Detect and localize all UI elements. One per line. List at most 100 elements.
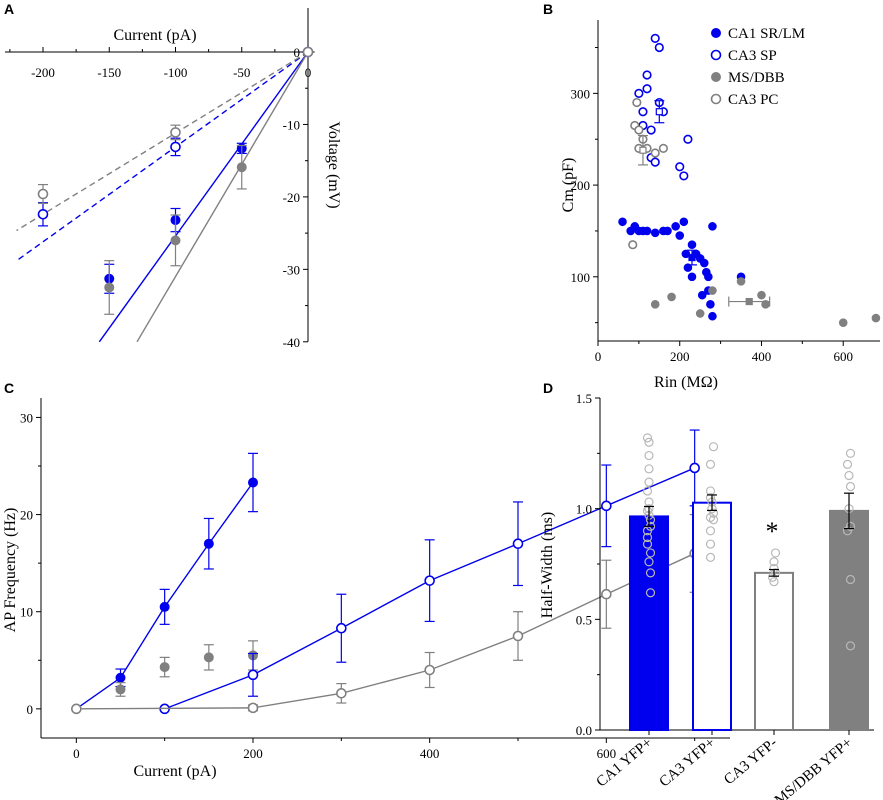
bar-point-ca1-yfp- — [644, 557, 654, 567]
panel-c-xtick-label: 0 — [73, 746, 80, 761]
panel-label-b: B — [543, 1, 553, 17]
panel-b-point-ca3-sp — [638, 107, 648, 117]
panel-b-point-ms-dbb — [650, 300, 660, 309]
panel-b-ytick-label: 200 — [571, 178, 591, 193]
panel-a-ytick-label: -20 — [283, 190, 300, 205]
panel-b-point-ca1-sr-lm — [681, 249, 691, 259]
legend-label-ca3-pc: CA3 PC — [728, 92, 778, 108]
panel-a-point-open-gray — [302, 46, 314, 58]
bar-ca3-yfp- — [692, 501, 732, 731]
bar-point-ca3-yfp- — [708, 442, 719, 452]
category-label-ca1-yfp-: CA1 YFP+ — [594, 735, 656, 791]
panel-b-point-ca1-sr-lm — [687, 272, 697, 282]
panel-b-point-ca3-sp — [642, 70, 652, 80]
panel-b-point-ms-dbb — [871, 313, 881, 323]
panel-a-point-open-gray — [170, 127, 181, 138]
panel-c-point-open-gray — [247, 702, 259, 714]
panel-a-fit-line-1 — [136, 51, 309, 343]
panel-c-ytick-label: 0 — [27, 702, 34, 717]
panel-c-xtick-label: 600 — [597, 746, 617, 761]
panel-c-point-open-blue — [689, 462, 700, 474]
panel-c-point-open-blue — [601, 500, 612, 512]
panel-b-point-ca3-sp — [642, 84, 652, 94]
panel-b-ytick-label: 100 — [571, 270, 591, 285]
panel-a-xlabel: Current (pA) — [113, 27, 196, 44]
panel-b-point-ca1-sr-lm — [679, 217, 689, 227]
bar-point-ca1-yfp- — [644, 464, 654, 474]
panel-a-point-open-blue — [37, 208, 49, 220]
panel-c-point-open-blue — [512, 538, 524, 550]
panel-c-line-open-gray — [76, 552, 695, 710]
panel-c-ylabel: AP Frequency (Hz) — [2, 508, 19, 633]
panel-b-point-ca3-sp — [654, 42, 664, 53]
panel-a-point-filled-gray — [170, 235, 181, 246]
significance-asterisk: * — [766, 517, 779, 546]
panel-c-point-open-gray — [512, 630, 524, 642]
panel-c-point-open-gray — [424, 664, 435, 676]
bar-point-ms-dbb-yfp- — [842, 459, 853, 469]
panel-b-point-ms-dbb — [838, 318, 848, 327]
bar-point-ms-dbb-yfp- — [842, 526, 853, 536]
panel-a-xtick-label: -150 — [97, 65, 121, 80]
bar-point-ca3-yfp- — [705, 539, 716, 549]
bar-point-ca1-yfp- — [645, 588, 656, 598]
bar-ca1-yfp- — [629, 515, 669, 731]
panel-a-point-open-gray — [37, 188, 49, 200]
bar-point-ca1-yfp- — [645, 515, 656, 525]
panel-a-ylabel: Voltage (mV) — [325, 121, 342, 208]
category-label-ca3-yfp-: CA3 YFP+ — [657, 735, 719, 791]
bar-point-ca3-yfp- — [705, 459, 716, 469]
panel-c-point-open-gray — [336, 688, 347, 699]
panel-c-xtick-label: 200 — [243, 746, 263, 761]
bar-point-ca1-yfp- — [644, 450, 654, 461]
panel-c-xtick-label: 400 — [420, 746, 440, 761]
panel-b-point-ca1-sr-lm — [683, 263, 693, 272]
bar-point-ca1-yfp- — [642, 532, 653, 543]
panel-a-xtick-label: -100 — [164, 65, 188, 80]
panel-b-point-ca3-sp — [650, 157, 660, 167]
panel-c-point-open-gray — [601, 588, 612, 600]
panel-b-point-ms-dbb — [695, 309, 705, 318]
panel-b-mean-marker-ms-dbb — [745, 297, 753, 306]
panel-a-fit-line-3 — [16, 51, 309, 232]
panel-b-point-ca1-sr-lm — [675, 231, 685, 240]
bar-point-ca1-yfp- — [645, 568, 656, 578]
panel-b-point-ca1-sr-lm — [708, 222, 717, 231]
panel-b-point-ca3-pc — [634, 125, 644, 135]
panel-b-point-ca1-sr-lm — [697, 290, 707, 300]
panel-b-point-ca1-sr-lm — [618, 217, 627, 227]
bar-point-ms-dbb-yfp- — [845, 641, 856, 651]
bar-point-ca3-yfp- — [705, 552, 716, 562]
panel-label-d: D — [543, 380, 553, 396]
panel-c-point-open-blue — [424, 575, 435, 586]
legend-marker-ca3-pc — [710, 93, 722, 105]
bar-point-ms-dbb-yfp- — [845, 481, 856, 492]
panel-b-point-ca3-pc — [632, 97, 642, 108]
panel-b-point-ca1-sr-lm — [663, 226, 672, 236]
panel-c-point-filled-gray — [203, 652, 214, 663]
panel-b-point-ca1-sr-lm — [671, 222, 680, 231]
category-label-ca3-yfp-: CA3 YFP- — [721, 735, 780, 788]
panel-d-ytick-label: 0.5 — [576, 612, 592, 627]
panel-b-point-ms-dbb — [708, 286, 717, 295]
legend-marker-ms-dbb — [711, 72, 721, 82]
panel-c-frequency-chart: Current (pA) AP Frequency (Hz) 0 200 400 60… — [2, 398, 730, 780]
bar-point-ca3-yfp- — [770, 548, 781, 558]
panel-b-xtick-label: 600 — [833, 349, 853, 364]
bar-point-ms-dbb-yfp- — [845, 574, 856, 585]
panel-c-ytick-label: 30 — [20, 410, 33, 425]
panel-c-ytick-label: 20 — [20, 508, 33, 523]
panel-b-point-ms-dbb — [736, 277, 746, 286]
panel-c-point-filled-gray — [115, 684, 126, 695]
panel-b-xtick-label: 200 — [670, 349, 690, 364]
bar-point-ms-dbb-yfp- — [845, 448, 856, 458]
panel-b-point-ca1-sr-lm — [706, 300, 715, 309]
panel-b-ytick-label: 300 — [571, 86, 591, 101]
legend-marker-ca1-sr-lm — [711, 28, 721, 38]
panel-d-ytick-label: 1.0 — [576, 502, 592, 517]
panel-a-xtick-label: -200 — [31, 65, 55, 80]
bar-point-ca1-yfp- — [642, 433, 653, 443]
bar-ms-dbb-yfp- — [829, 509, 869, 731]
